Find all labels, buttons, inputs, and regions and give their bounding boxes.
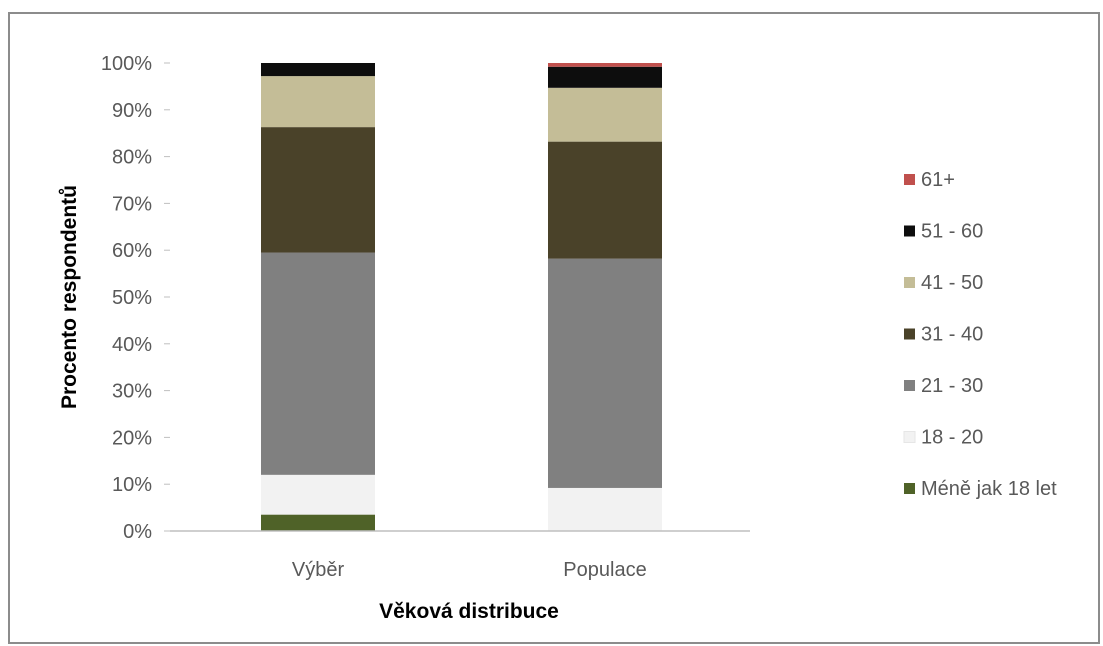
y-tick-label: 30% bbox=[112, 381, 152, 403]
bar-segment bbox=[261, 76, 375, 128]
legend: 61+ 51 - 60 41 - 50 31 - 40 21 - 30 18 - 20 Mé… bbox=[903, 169, 1057, 500]
bar-segment bbox=[548, 87, 662, 142]
legend-swatch bbox=[904, 174, 915, 185]
y-tick-label: 60% bbox=[112, 240, 152, 262]
x-tick-label: Výběr bbox=[292, 559, 345, 581]
legend-swatch bbox=[903, 431, 916, 443]
bar-segment bbox=[261, 514, 375, 531]
legend-item: 51 - 60 bbox=[904, 221, 983, 243]
x-axis-title: Věková distribuce bbox=[379, 600, 559, 623]
legend-item: 61+ bbox=[904, 169, 955, 191]
bar-segment bbox=[548, 258, 662, 488]
legend-swatch bbox=[904, 277, 915, 288]
y-tick-label: 100% bbox=[101, 53, 152, 75]
legend-label: 51 - 60 bbox=[921, 221, 983, 243]
bar-segment bbox=[261, 127, 375, 253]
legend-swatch bbox=[904, 225, 915, 237]
y-tick-label: 70% bbox=[112, 193, 152, 215]
legend-item: Méně jak 18 let bbox=[904, 478, 1057, 500]
legend-label: 41 - 50 bbox=[921, 272, 983, 294]
legend-label: 18 - 20 bbox=[921, 427, 983, 449]
y-tick-label: 10% bbox=[112, 474, 152, 496]
legend-item: 18 - 20 bbox=[903, 427, 983, 449]
bar-segment bbox=[548, 66, 662, 88]
y-tick-label: 0% bbox=[123, 521, 152, 543]
bar-segment bbox=[548, 141, 662, 259]
legend-label: 61+ bbox=[921, 169, 955, 191]
legend-item: 31 - 40 bbox=[904, 324, 983, 346]
bar-segment bbox=[548, 487, 662, 531]
legend-swatch bbox=[904, 328, 915, 340]
y-tick-label: 90% bbox=[112, 100, 152, 122]
y-axis-ticks: 0% 10% 20% 30% 40% 50% 60% 70% 80% 90% 100% bbox=[101, 53, 170, 543]
x-axis-categories: Výběr Populace bbox=[292, 559, 647, 581]
bars bbox=[261, 63, 662, 531]
bar-segment bbox=[261, 252, 375, 475]
legend-swatch bbox=[904, 380, 915, 391]
legend-label: 31 - 40 bbox=[921, 324, 983, 346]
y-axis-title: Procento respondentů bbox=[58, 185, 81, 409]
bar-segment bbox=[261, 63, 375, 77]
legend-item: 41 - 50 bbox=[904, 272, 983, 294]
bar-segment bbox=[548, 63, 662, 67]
legend-label: 21 - 30 bbox=[921, 375, 983, 397]
x-tick-label: Populace bbox=[563, 559, 646, 581]
bar-segment bbox=[261, 474, 375, 515]
y-tick-label: 80% bbox=[112, 147, 152, 169]
y-tick-label: 20% bbox=[112, 427, 152, 449]
legend-item: 21 - 30 bbox=[904, 375, 983, 397]
legend-label: Méně jak 18 let bbox=[921, 478, 1057, 500]
y-tick-label: 50% bbox=[112, 287, 152, 309]
y-tick-label: 40% bbox=[112, 334, 152, 356]
legend-swatch bbox=[904, 483, 915, 494]
